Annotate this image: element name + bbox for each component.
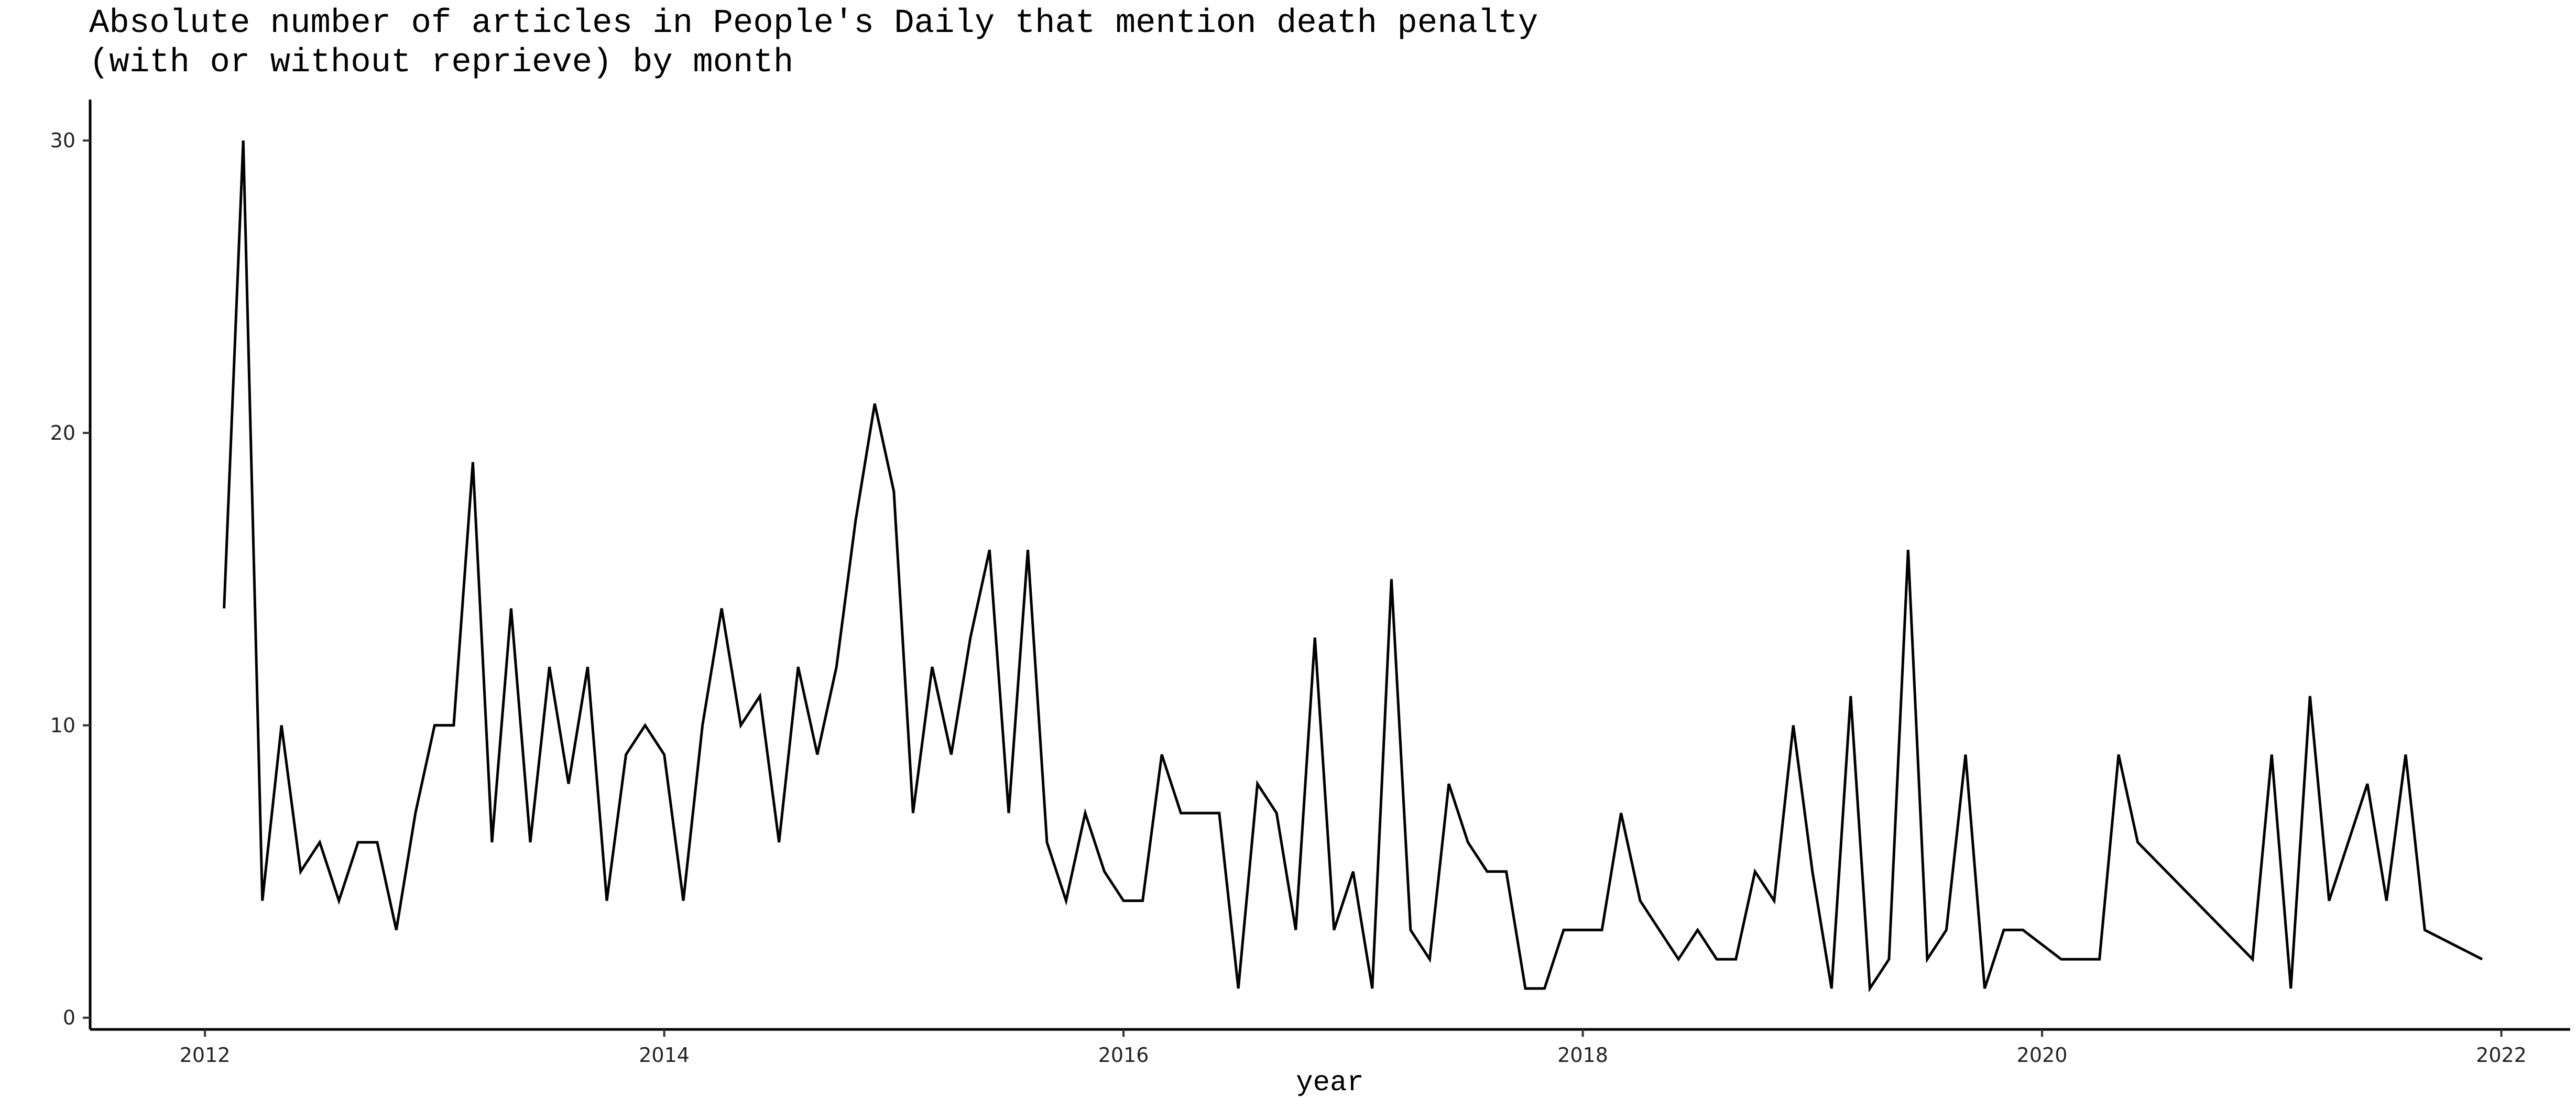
x-tick-label: 2016 (1098, 1044, 1149, 1067)
y-tick-label: 10 (50, 714, 75, 737)
chart-title-line-2: (with or without reprieve) by month (89, 44, 794, 82)
y-tick-label: 30 (50, 129, 75, 152)
chart-title: Absolute number of articles in People's … (89, 4, 1538, 83)
chart-axes (89, 100, 2570, 1031)
series-group (223, 140, 2483, 993)
x-axis-ticks: 2012 2014 2016 2018 2020 2022 (180, 1029, 2527, 1067)
x-tick-label: 2018 (1557, 1044, 1608, 1067)
chart-title-line-1: Absolute number of articles in People's … (89, 5, 1538, 42)
y-tick-label: 0 (63, 1006, 75, 1029)
y-axis-ticks: 0 10 20 30 (50, 129, 90, 1029)
x-axis-title: year (1296, 1067, 1364, 1099)
x-tick-label: 2014 (639, 1044, 690, 1067)
x-tick-label: 2022 (2476, 1044, 2527, 1067)
x-tick-label: 2020 (2017, 1044, 2068, 1067)
x-tick-label: 2012 (180, 1044, 231, 1067)
y-tick-label: 20 (50, 421, 75, 444)
series-line (223, 140, 2483, 993)
